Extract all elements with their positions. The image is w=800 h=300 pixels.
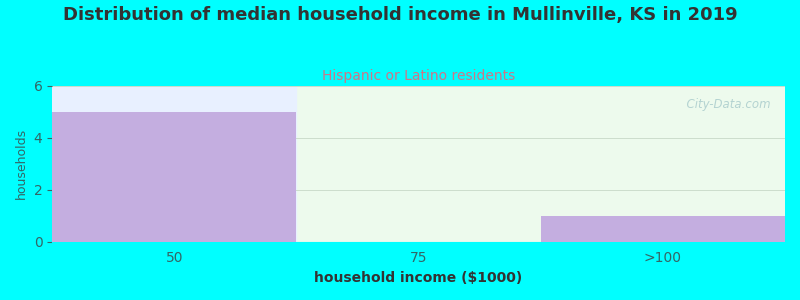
X-axis label: household income ($1000): household income ($1000) (314, 271, 522, 285)
Bar (52, 112, 297, 242)
Bar (541, 216, 785, 242)
Text: City-Data.com: City-Data.com (678, 98, 770, 111)
Text: Distribution of median household income in Mullinville, KS in 2019: Distribution of median household income … (62, 6, 738, 24)
Title: Hispanic or Latino residents: Hispanic or Latino residents (322, 69, 515, 83)
Y-axis label: households: households (15, 128, 28, 199)
Bar (52, 85, 297, 242)
